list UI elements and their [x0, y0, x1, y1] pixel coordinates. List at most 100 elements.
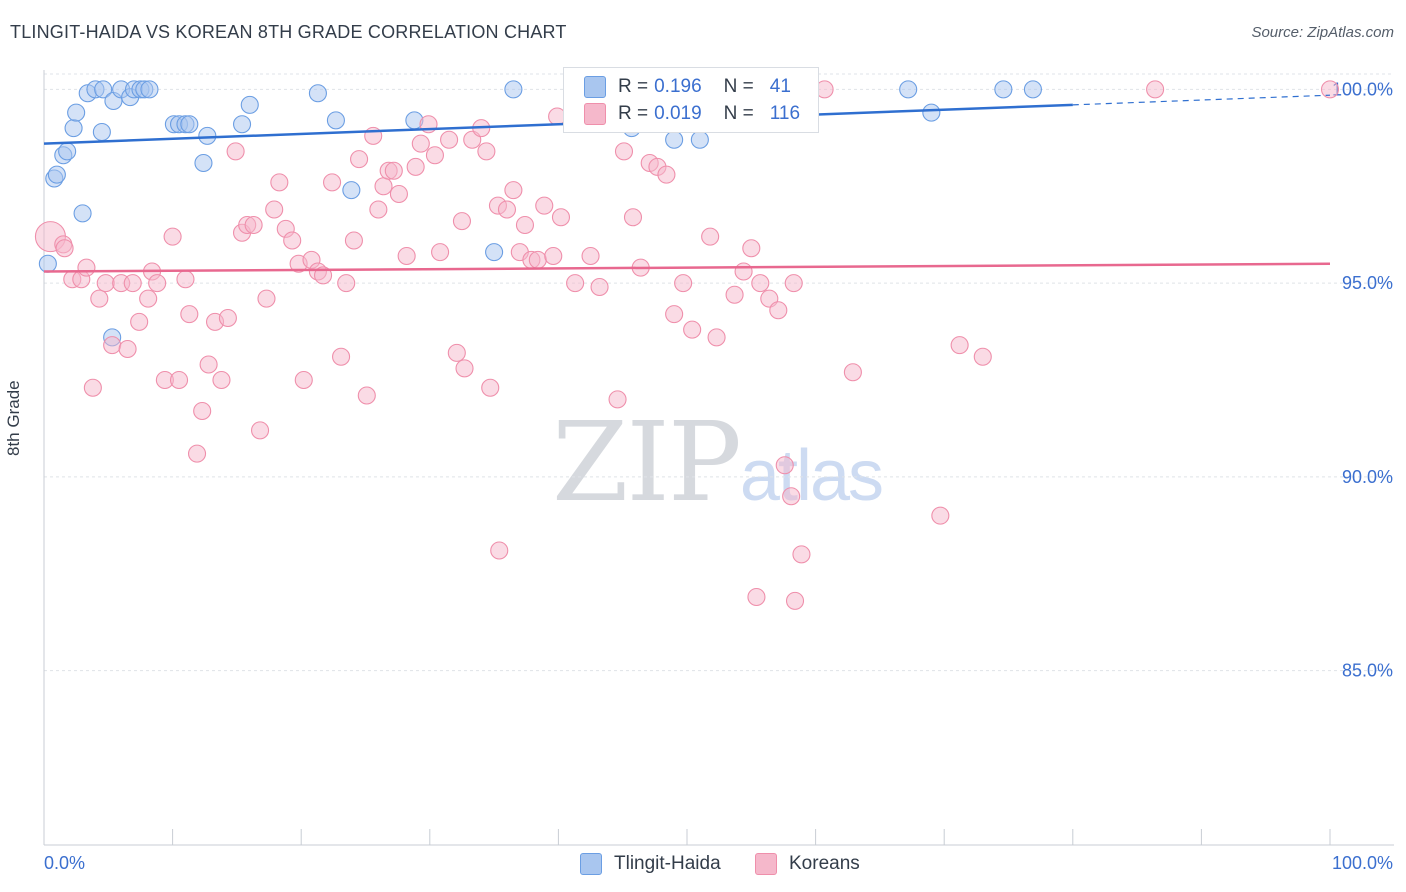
point-koreans — [123, 274, 142, 293]
point-koreans — [226, 142, 245, 161]
point-koreans — [528, 250, 547, 269]
point-koreans — [83, 378, 102, 397]
trendline-tlingit-haida — [43, 103, 1073, 145]
point-koreans — [90, 289, 109, 308]
point-koreans — [199, 355, 218, 374]
legend-swatch-koreans — [755, 853, 777, 875]
point-koreans — [544, 246, 563, 266]
point-koreans — [515, 215, 535, 235]
point-tlingit-haida — [67, 103, 86, 122]
point-koreans — [590, 277, 609, 297]
point-koreans — [357, 386, 376, 405]
point-koreans — [674, 274, 693, 293]
point-tlingit-haida — [240, 95, 259, 114]
point-koreans — [623, 208, 643, 227]
point-koreans — [314, 266, 333, 285]
point-tlingit-haida — [899, 80, 918, 99]
y-tick-label: 85.0% — [1342, 661, 1393, 681]
legend-swatch-tlingit — [580, 853, 602, 875]
point-koreans — [683, 320, 702, 339]
point-tlingit-haida — [64, 119, 83, 138]
legend-row-tlingit: R = 0.196 N = 41 — [584, 74, 791, 100]
point-koreans — [775, 456, 794, 475]
point-koreans — [350, 150, 369, 169]
legend-r-label: R = — [618, 103, 649, 124]
watermark-atlas: atlas — [739, 436, 884, 516]
y-tick-label: 90.0% — [1342, 467, 1393, 487]
point-koreans — [283, 231, 302, 250]
point-tlingit-haida — [58, 142, 77, 161]
point-koreans — [665, 305, 684, 324]
point-tlingit-haida — [198, 126, 217, 145]
point-koreans — [725, 285, 744, 304]
point-koreans — [337, 274, 356, 293]
legend-n-label: N = — [723, 76, 754, 97]
x-tick-label: 0.0% — [44, 853, 85, 873]
point-koreans — [332, 347, 351, 366]
point-tlingit-haida — [504, 80, 523, 99]
legend-r-value: 0.196 — [654, 76, 702, 97]
legend-label-koreans: Koreans — [789, 853, 860, 874]
point-koreans — [447, 343, 466, 362]
y-tick-label: 100.0% — [1332, 79, 1393, 99]
point-koreans — [130, 312, 149, 331]
point-tlingit-haida — [73, 204, 92, 223]
point-koreans — [250, 421, 270, 440]
legend-n-value: 41 — [769, 76, 791, 97]
point-koreans — [742, 239, 761, 258]
x-tick-label: 100.0% — [1332, 853, 1393, 873]
point-koreans — [257, 289, 276, 308]
point-koreans — [782, 487, 801, 506]
point-koreans — [374, 177, 393, 196]
point-koreans — [608, 390, 627, 409]
source-label: Source: ZipAtlas.com — [1251, 24, 1394, 41]
point-koreans — [747, 587, 766, 607]
point-koreans — [769, 301, 788, 320]
legend-item-tlingit[interactable]: Tlingit-Haida — [580, 851, 721, 877]
point-koreans — [931, 506, 950, 525]
point-koreans — [734, 262, 753, 281]
point-tlingit-haida — [47, 165, 66, 184]
point-koreans — [169, 370, 189, 390]
point-koreans — [384, 161, 403, 180]
point-koreans — [614, 142, 634, 161]
trendline-koreans — [43, 262, 1331, 273]
point-koreans — [701, 227, 720, 246]
point-koreans — [187, 444, 207, 463]
point-koreans — [455, 359, 474, 378]
point-koreans — [751, 274, 770, 293]
point-koreans — [657, 165, 676, 184]
point-koreans — [950, 336, 969, 355]
point-koreans — [535, 196, 554, 215]
point-tlingit-haida — [1023, 80, 1042, 99]
point-tlingit-haida — [94, 80, 113, 99]
point-koreans — [481, 378, 500, 397]
point-koreans — [139, 289, 158, 308]
point-koreans — [103, 336, 122, 355]
point-koreans — [406, 157, 425, 176]
point-koreans — [270, 173, 289, 192]
legend-n-value: 116 — [769, 103, 801, 124]
point-tlingit-haida — [665, 130, 684, 149]
point-tlingit-haida — [92, 122, 111, 142]
point-koreans — [55, 239, 74, 258]
point-koreans — [431, 243, 450, 262]
point-koreans — [504, 181, 523, 200]
point-tlingit-haida — [690, 130, 709, 149]
point-tlingit-haida — [140, 80, 159, 99]
point-koreans — [973, 347, 992, 366]
point-koreans — [389, 184, 408, 204]
point-koreans — [193, 401, 212, 421]
point-koreans — [425, 146, 444, 165]
point-koreans — [397, 246, 416, 266]
point-koreans — [497, 200, 517, 219]
legend-n-label: N = — [723, 103, 754, 124]
point-koreans — [218, 308, 237, 328]
point-tlingit-haida — [922, 103, 941, 122]
y-tick-label: 95.0% — [1342, 273, 1393, 293]
point-tlingit-haida — [232, 115, 252, 134]
legend-item-koreans[interactable]: Koreans — [755, 851, 860, 877]
point-koreans — [452, 212, 472, 231]
point-koreans — [118, 339, 137, 359]
